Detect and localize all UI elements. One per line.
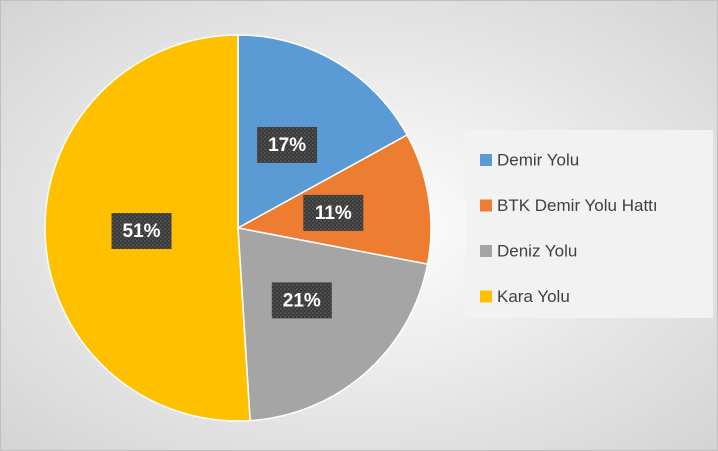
legend-box: [465, 130, 713, 318]
data-label-box: [271, 282, 332, 319]
legend-swatch: [480, 290, 492, 303]
legend-label: Demir Yolu: [497, 150, 579, 169]
data-label: 21%: [283, 290, 321, 311]
legend-swatch: [480, 199, 492, 212]
pie: [44, 34, 432, 422]
legend-label: Kara Yolu: [497, 287, 570, 306]
data-labels: 17% 11% 21% 51%: [111, 126, 364, 319]
legend-label: BTK Demir Yolu Hattı: [497, 196, 658, 215]
pie-slice: [237, 227, 429, 422]
data-label-box: [303, 194, 364, 231]
legend: Demir Yolu BTK Demir Yolu Hattı Deniz Yolu…: [480, 150, 658, 306]
pie-slice: [237, 34, 409, 230]
data-label-box: [111, 213, 172, 250]
data-label: 11%: [315, 203, 352, 224]
data-label: 17%: [268, 135, 306, 156]
legend-swatch: [480, 154, 492, 166]
legend-label: Deniz Yolu: [497, 241, 577, 260]
data-label: 51%: [123, 221, 161, 242]
legend-swatch: [480, 245, 492, 257]
data-label-box: [257, 126, 318, 163]
